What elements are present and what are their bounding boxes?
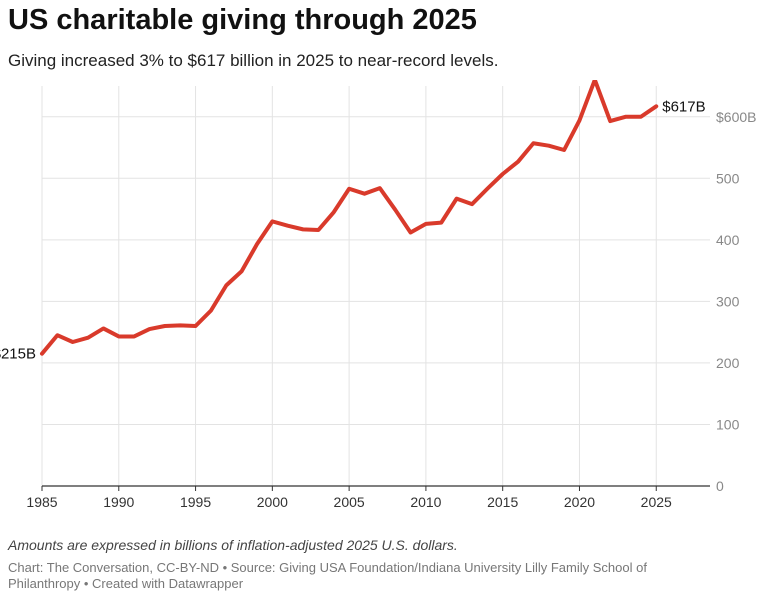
credit-line-2: Philanthropy • Created with Datawrapper — [8, 576, 244, 591]
y-tick-label: 0 — [716, 478, 724, 494]
y-tick-label: 400 — [716, 232, 740, 248]
x-tick-label: 2005 — [334, 494, 365, 510]
y-tick-label: 300 — [716, 293, 740, 309]
chart-credit: Chart: The Conversation, CC-BY-ND • Sour… — [8, 560, 708, 592]
line-chart: 0 100 200 300 400 500 $600B 1985 1990 1995 2000 200… — [0, 80, 756, 510]
x-tick-label: 2015 — [487, 494, 518, 510]
end-value-label: $617B — [662, 98, 705, 115]
x-tick-label: 1985 — [26, 494, 57, 510]
x-tick-label: 2020 — [564, 494, 595, 510]
chart-note: Amounts are expressed in billions of inf… — [8, 537, 458, 553]
x-tick-label: 2025 — [641, 494, 672, 510]
y-tick-label: 500 — [716, 170, 740, 186]
start-value-label: $215B — [0, 346, 36, 363]
x-tick-label: 2000 — [257, 494, 288, 510]
x-tick-label: 1995 — [180, 494, 211, 510]
y-tick-label: $600B — [716, 109, 756, 125]
y-tick-label: 100 — [716, 416, 740, 432]
x-tick-label: 1990 — [103, 494, 134, 510]
credit-line-1: Chart: The Conversation, CC-BY-ND • Sour… — [8, 560, 647, 575]
x-tick-label: 2010 — [410, 494, 441, 510]
chart-subtitle: Giving increased 3% to $617 billion in 2… — [8, 51, 499, 70]
y-tick-label: 200 — [716, 355, 740, 371]
chart-title: US charitable giving through 2025 — [8, 4, 477, 36]
